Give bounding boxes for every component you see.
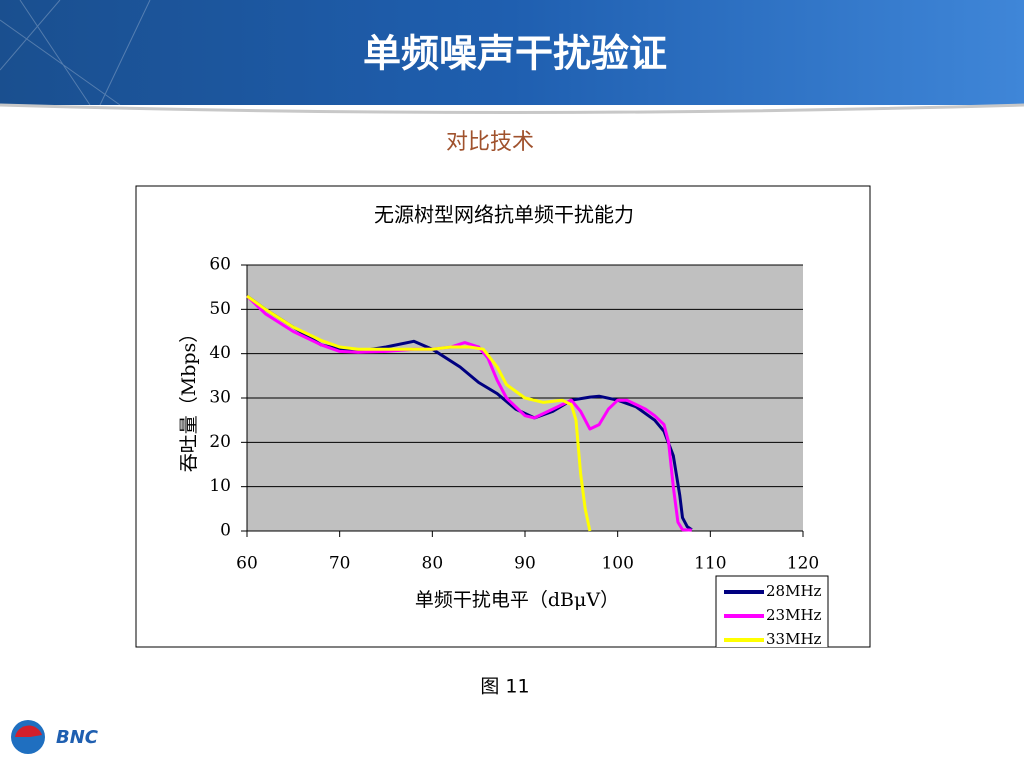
logo-text: BNC xyxy=(56,727,99,748)
chart: 无源树型网络抗单频干扰能力 单频干扰电平（dBμV） 吞吐量（Mbps） 0 10… xyxy=(178,203,829,648)
y-tick-label: 0 xyxy=(220,521,231,541)
x-tick-label: 120 xyxy=(787,554,819,574)
chart-title: 无源树型网络抗单频干扰能力 xyxy=(374,203,634,227)
y-axis-label: 吞吐量（Mbps） xyxy=(178,324,200,473)
y-tick-label: 20 xyxy=(209,432,231,452)
x-axis-label: 单频干扰电平（dBμV） xyxy=(415,589,619,611)
x-tick-label: 70 xyxy=(329,554,351,574)
header-decoration xyxy=(0,0,151,106)
header-band xyxy=(0,0,1024,105)
legend-label: 28MHz xyxy=(766,582,822,600)
legend-label: 33MHz xyxy=(766,630,822,648)
x-tick-label: 110 xyxy=(694,554,726,574)
y-tick-label: 30 xyxy=(209,388,231,408)
slide-title: 单频噪声干扰验证 xyxy=(363,32,667,76)
legend-box xyxy=(715,575,829,647)
series-line xyxy=(245,294,692,532)
x-tick-label: 80 xyxy=(422,554,444,574)
figure-caption: 图 11 xyxy=(480,676,529,698)
x-tick-label: 60 xyxy=(236,554,258,574)
y-tick-label: 10 xyxy=(209,476,231,496)
logo-swoosh xyxy=(15,725,42,737)
header-rule xyxy=(0,103,1024,114)
legend-label: 23MHz xyxy=(766,606,822,624)
x-tick-label: 90 xyxy=(514,554,536,574)
slide-subtitle: 对比技术 xyxy=(446,130,534,155)
series-line xyxy=(246,294,592,532)
x-tick-label: 100 xyxy=(601,554,633,574)
y-tick-label: 50 xyxy=(209,299,231,319)
y-tick-label: 60 xyxy=(209,255,231,275)
y-tick-label: 40 xyxy=(209,343,231,363)
